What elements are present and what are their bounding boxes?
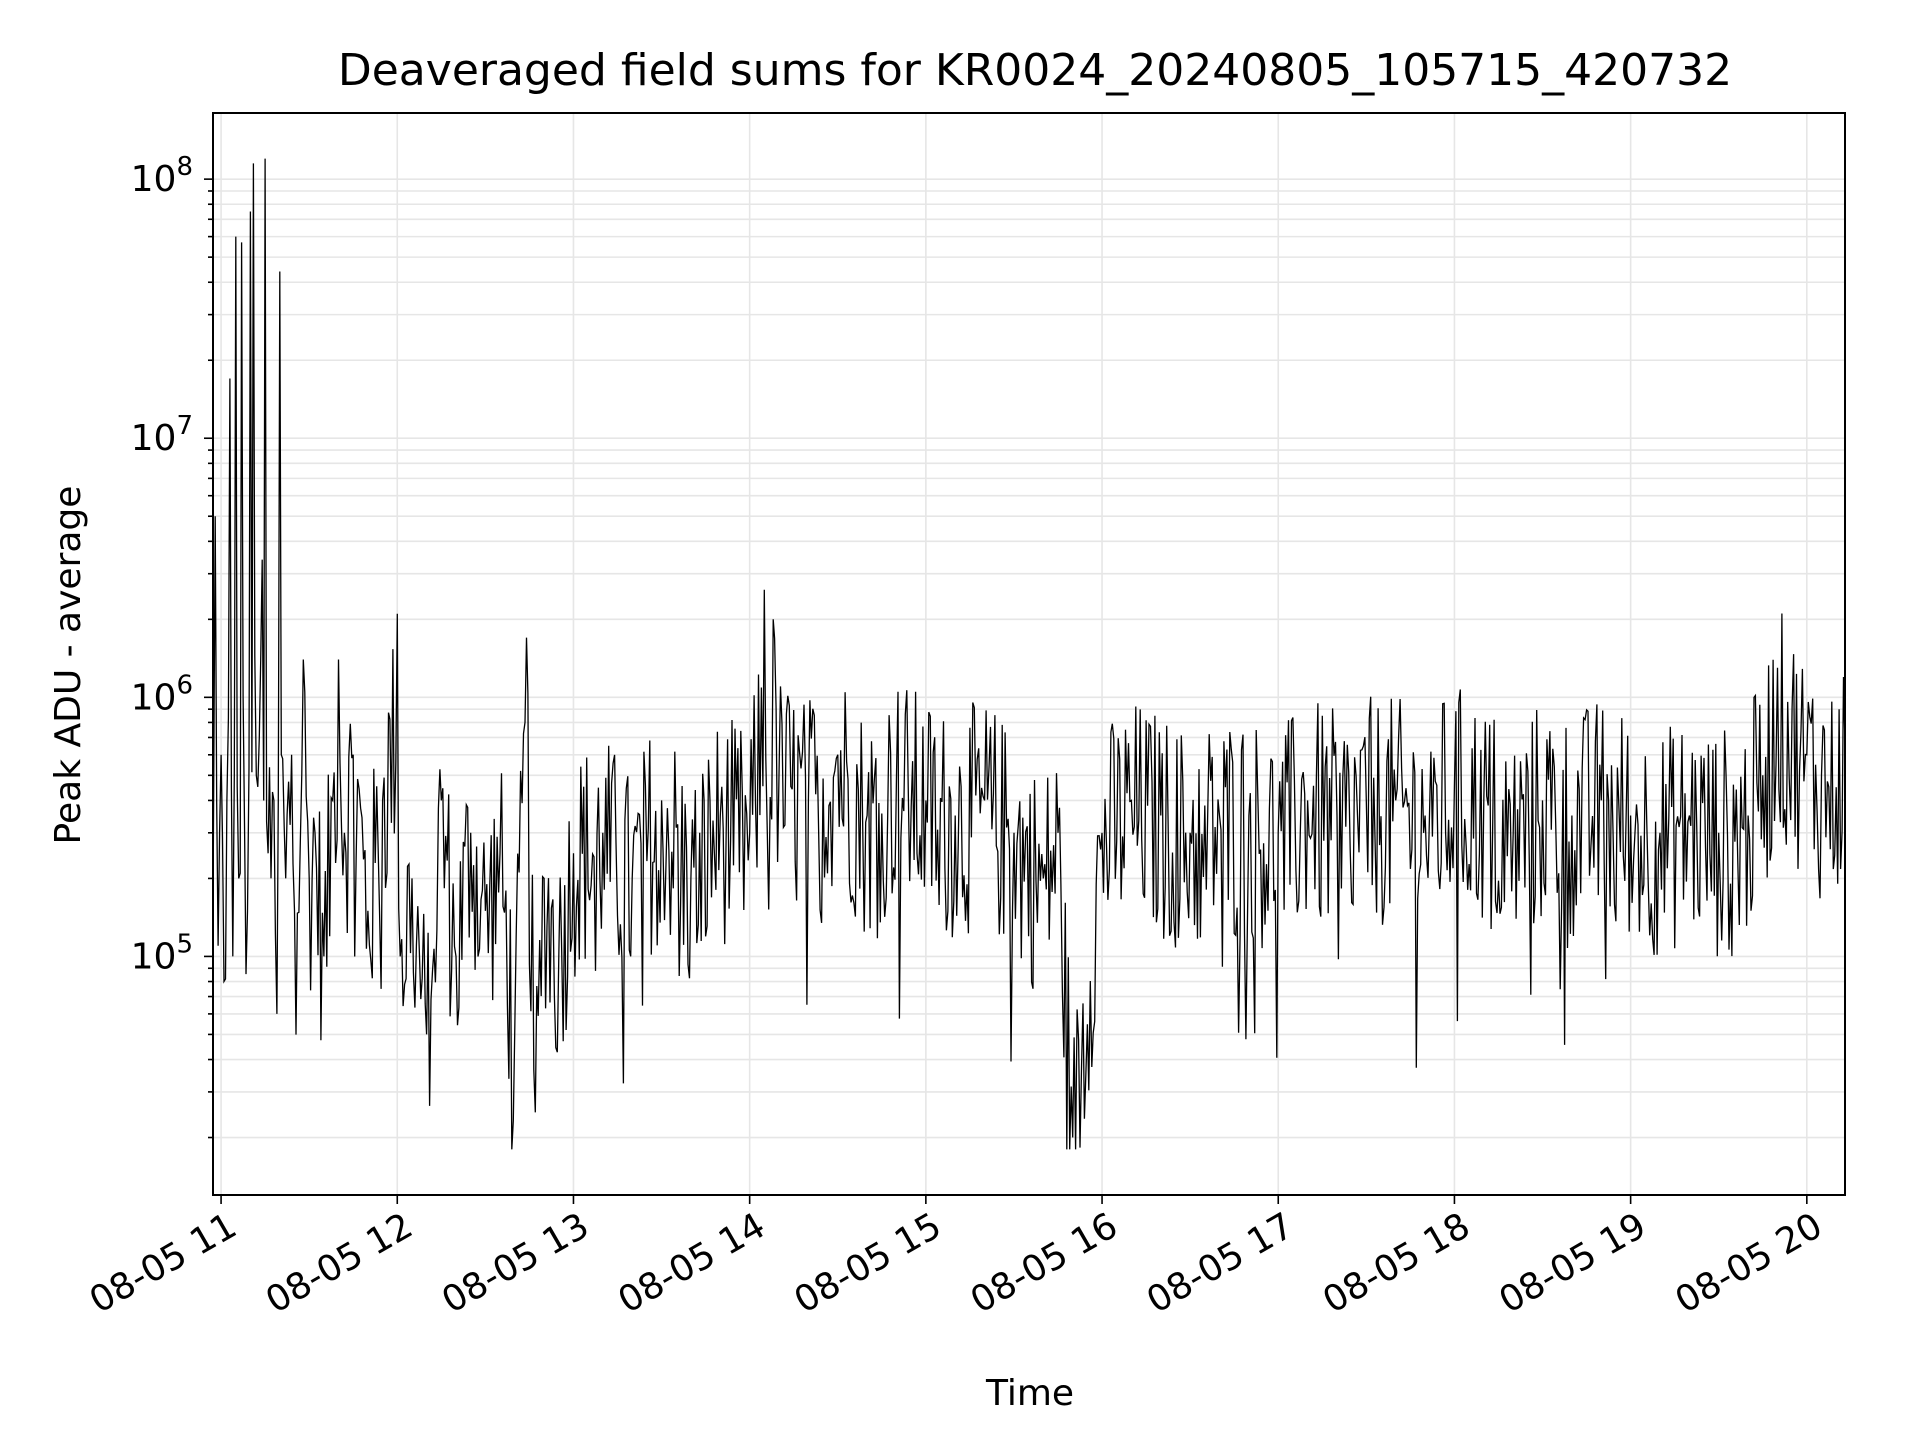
y-tick-label: 105 (131, 929, 193, 977)
chart-title: Deaveraged field sums for KR0024_2024080… (338, 45, 1732, 96)
y-tick-label-base: 10 (131, 418, 177, 459)
y-tick-label-base: 10 (131, 677, 177, 718)
y-tick-label-exponent: 6 (176, 670, 193, 700)
y-tick-label: 106 (131, 670, 193, 718)
series-line (212, 158, 1846, 1150)
y-tick-label-base: 10 (131, 159, 177, 200)
y-tick-label: 107 (131, 411, 193, 459)
y-tick-label-base: 10 (131, 936, 177, 977)
y-tick-label: 108 (131, 152, 193, 200)
plot-frame (212, 112, 1846, 1196)
y-tick-label-exponent: 5 (176, 929, 193, 959)
y-tick-label-exponent: 8 (176, 152, 193, 182)
x-axis-label: Time (985, 1373, 1074, 1414)
y-tick-label-exponent: 7 (176, 411, 193, 441)
series-layer (212, 158, 1846, 1150)
y-axis-label: Peak ADU - average (48, 486, 89, 845)
